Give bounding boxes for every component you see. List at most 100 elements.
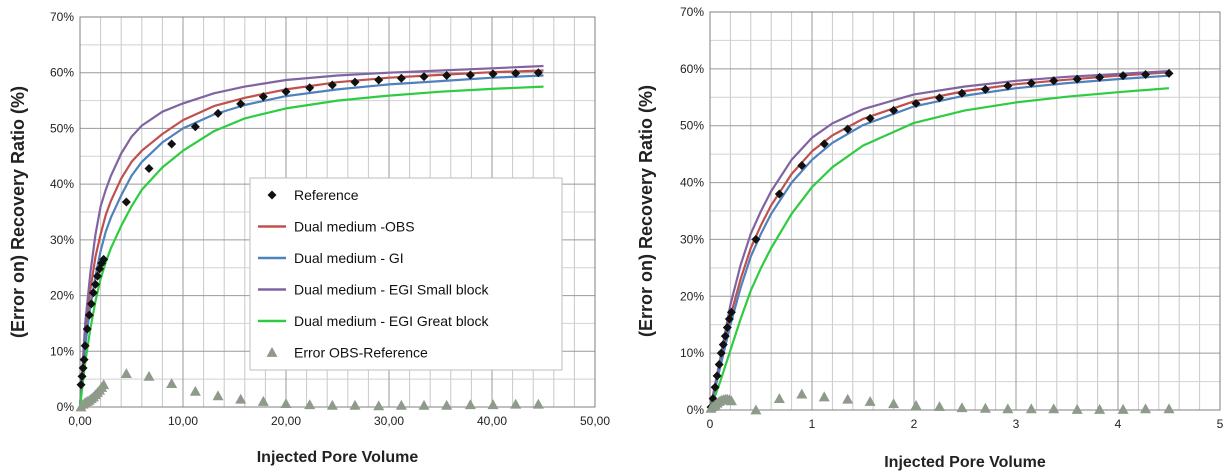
data-point-reference (865, 113, 875, 123)
data-point-error-obs-reference (464, 399, 476, 410)
x-tick-label: 50,00 (580, 414, 610, 428)
legend-label-dual-medium-gi: Dual medium - GI (294, 250, 404, 266)
data-point-reference (236, 99, 246, 109)
data-point-reference (77, 371, 87, 381)
data-point-reference (714, 360, 724, 370)
y-tick-label: 60% (50, 66, 74, 80)
data-point-reference (76, 380, 86, 390)
legend-label-dual-medium-obs: Dual medium -OBS (294, 219, 415, 235)
data-point-reference (1049, 76, 1059, 86)
y-tick-label: 0% (57, 400, 75, 414)
data-point-error-obs-reference (326, 399, 338, 410)
x-tick-label: 40,00 (477, 414, 507, 428)
data-point-error-obs-reference (235, 393, 247, 404)
data-point-error-obs-reference (842, 393, 854, 404)
data-point-error-obs-reference (189, 385, 201, 396)
data-point-reference (722, 323, 732, 333)
data-point-reference (442, 71, 452, 80)
data-point-reference (305, 83, 315, 93)
data-point-reference (78, 363, 88, 373)
data-point-error-obs-reference (1002, 403, 1014, 414)
data-point-error-obs-reference (818, 391, 830, 402)
x-tick-label: 30,00 (374, 414, 404, 428)
data-point-error-obs-reference (750, 404, 762, 415)
data-point-error-obs-reference (725, 395, 737, 406)
y-tick-label: 70% (50, 10, 74, 24)
data-point-reference (121, 197, 131, 207)
data-point-reference (327, 80, 337, 90)
data-point-reference (911, 99, 921, 109)
data-point-error-obs-reference (304, 399, 316, 410)
data-point-error-obs-reference (441, 399, 453, 410)
data-point-error-obs-reference (510, 398, 522, 409)
data-point-error-obs-reference (487, 399, 499, 410)
legend-box (249, 177, 563, 371)
data-point-reference (488, 69, 498, 79)
data-point-reference (889, 105, 899, 115)
legend-label-error-obs-reference: Error OBS-Reference (294, 345, 428, 361)
data-point-reference (1164, 68, 1174, 78)
data-point-reference (167, 139, 177, 149)
legend-swatch-reference (267, 190, 277, 200)
data-point-reference (957, 88, 967, 98)
data-point-reference (751, 234, 761, 244)
x-tick-label: 1 (809, 417, 816, 431)
data-point-error-obs-reference (956, 402, 968, 413)
legend: Reference Dual medium -OBS Dual medium - G… (249, 177, 563, 371)
series-markers-reference (76, 68, 543, 390)
data-point-error-obs-reference (418, 399, 430, 410)
legend-label-dual-medium-egi-small-block: Dual medium - EGI Small block (294, 282, 490, 298)
x-tick-label: 10,00 (168, 414, 198, 428)
data-point-error-obs-reference (1025, 403, 1037, 414)
data-point-reference (190, 122, 200, 132)
data-point-error-obs-reference (257, 395, 269, 406)
data-point-error-obs-reference (120, 368, 132, 378)
x-tick-label: 3 (1013, 417, 1020, 431)
data-point-reference (86, 299, 96, 309)
series-line-dual-medium-egi-great-block (78, 85, 544, 408)
data-point-reference (144, 164, 154, 174)
legend-label-reference: Reference (294, 187, 359, 203)
data-point-error-obs-reference (1048, 403, 1060, 414)
y-tick-label: 40% (50, 177, 74, 191)
x-tick-label: 5 (1217, 417, 1224, 431)
data-point-error-obs-reference (98, 379, 110, 390)
data-point-reference (88, 288, 98, 298)
data-point-error-obs-reference (212, 390, 224, 401)
data-point-error-obs-reference (143, 370, 155, 381)
series-line-dual-medium-gi (78, 74, 544, 408)
data-point-reference (1072, 74, 1082, 84)
data-point-error-obs-reference (1071, 403, 1083, 414)
y-tick-label: 60% (680, 62, 704, 76)
series-line-dual-medium-gi (708, 74, 1170, 411)
data-point-reference (712, 371, 722, 381)
chart-right: 0% 10% 20% 30% 40% 50% 60% 70% 0 1 2 3 4 5 Injected Po… (636, 5, 1224, 471)
data-point-error-obs-reference (1094, 403, 1106, 414)
data-point-error-obs-reference (532, 398, 544, 409)
data-point-error-obs-reference (166, 378, 178, 388)
data-point-error-obs-reference (773, 393, 785, 404)
data-point-reference (90, 279, 100, 289)
series-markers-error-obs-reference (75, 368, 544, 412)
data-point-reference (935, 93, 944, 103)
y-tick-label: 10% (50, 344, 74, 358)
data-point-reference (419, 72, 429, 82)
data-point-reference (82, 324, 92, 334)
data-point-reference (213, 108, 223, 118)
data-point-error-obs-reference (864, 395, 876, 406)
y-axis-title: (Error on) Recovery Ratio (%) (8, 86, 28, 338)
data-point-reference (350, 77, 360, 87)
data-point-reference (465, 70, 475, 80)
data-point-reference (797, 161, 807, 171)
data-point-reference (533, 68, 543, 78)
data-point-error-obs-reference (910, 399, 922, 410)
data-point-error-obs-reference (395, 399, 407, 410)
y-tick-label: 30% (50, 233, 74, 247)
legend-swatch-error-obs-reference (266, 347, 278, 357)
series-markers-reference (706, 68, 1174, 412)
data-point-reference (93, 271, 103, 281)
data-point-reference (718, 340, 728, 350)
data-point-error-obs-reference (934, 401, 945, 411)
y-tick-label: 50% (680, 119, 704, 133)
data-point-reference (819, 139, 829, 149)
